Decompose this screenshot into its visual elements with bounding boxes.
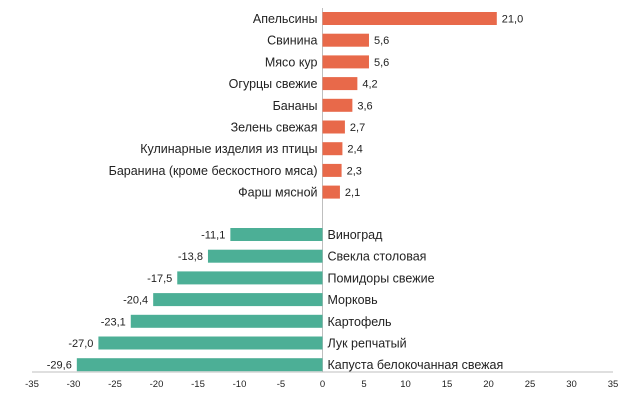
x-tick-label: -25 [108,379,122,390]
x-tick-label: 0 [320,379,325,390]
bar-positive-6 [322,142,343,156]
x-tick-label: -10 [233,379,247,390]
category-label: Баранина (кроме бескостного мяса) [109,164,318,178]
category-label: Свекла столовая [328,250,427,264]
x-tick-label: -20 [150,379,164,390]
value-label: -23,1 [101,316,126,328]
bar-positive-0 [322,12,497,25]
category-label: Бананы [273,99,318,113]
category-label: Свинина [267,34,317,48]
value-label: 2,3 [347,165,362,177]
bar-positive-4 [322,98,353,112]
category-label: Виноград [328,228,384,242]
value-label: 2,1 [345,187,360,199]
value-label: -27,0 [68,338,93,350]
value-label: 3,6 [357,100,372,112]
bar-negative-3 [153,293,323,307]
x-tick-label: -15 [191,379,205,390]
category-label: Зелень свежая [231,121,318,135]
x-tick-label: 10 [400,379,411,390]
x-tick-label: -30 [67,379,81,390]
x-tick-label: 35 [608,379,619,390]
x-tick-label: 30 [566,379,577,390]
category-label: Огурцы свежие [229,77,318,91]
category-label: Картофель [328,315,392,329]
category-label: Фарш мясной [238,186,317,200]
category-label: Морковь [328,293,378,307]
x-tick-label: -35 [25,379,39,390]
x-tick-label: 15 [442,379,453,390]
x-tick-label: -5 [277,379,285,390]
category-label: Кулинарные изделия из птицы [140,142,317,156]
x-tick-label: 20 [483,379,494,390]
value-label: 2,4 [347,144,362,156]
bar-positive-3 [322,77,358,91]
value-label: -20,4 [123,295,148,307]
value-label: 2,7 [350,122,365,134]
value-labels: 21,0 5,6 5,6 4,2 3,6 2,7 2,4 2,3 2,1 -11,1 -13,8 -1… [47,14,523,372]
bar-positive-8 [322,185,340,199]
bar-negative-5 [98,336,323,350]
category-labels: Апельсины Свинина Мясо кур Огурцы свежие Бан… [109,12,504,372]
value-label: 21,0 [502,14,523,26]
value-label: -13,8 [178,251,203,263]
bar-positive-1 [322,33,369,47]
bar-positive-7 [322,163,342,177]
bar-positive-5 [322,120,345,134]
bar-positive-2 [322,55,369,69]
x-axis-ticks: -35 -30 -25 -20 -15 -10 -5 0 5 10 15 20 25 30 35 [25,379,618,390]
category-label: Капуста белокочанная свежая [328,358,504,372]
bar-negative-0 [230,228,323,241]
bar-negative-6 [76,358,323,372]
value-label: -29,6 [47,360,72,372]
value-label: 5,6 [374,57,389,69]
value-label: 4,2 [362,79,377,91]
value-label: -17,5 [147,273,172,285]
category-label: Мясо кур [265,55,318,69]
category-label: Помидоры свежие [328,271,435,285]
x-tick-label: 25 [525,379,536,390]
category-label: Апельсины [253,12,318,26]
bar-negative-1 [207,249,323,263]
category-label: Лук репчатый [328,337,407,351]
bar-negative-2 [177,271,323,285]
bar-negative-4 [130,314,323,328]
x-tick-label: 5 [361,379,366,390]
value-label: 5,6 [374,35,389,47]
value-label: -11,1 [201,230,225,242]
bars-group [76,12,497,372]
